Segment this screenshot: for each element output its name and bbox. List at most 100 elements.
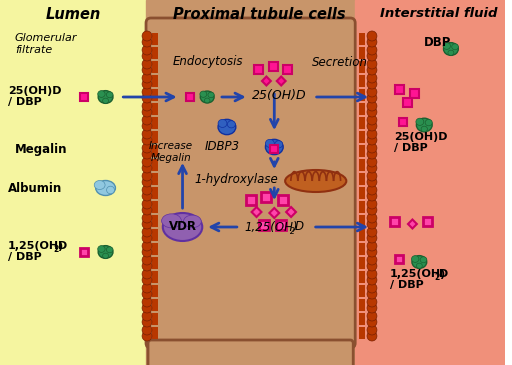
Ellipse shape <box>452 44 458 50</box>
Circle shape <box>367 227 377 237</box>
Circle shape <box>367 107 377 117</box>
Text: 25(OH)D: 25(OH)D <box>251 88 306 101</box>
Text: Increase
Megalin: Increase Megalin <box>148 141 193 163</box>
Bar <box>152 159 158 171</box>
Text: Endocytosis: Endocytosis <box>173 55 243 69</box>
Ellipse shape <box>421 126 428 132</box>
Ellipse shape <box>448 50 454 55</box>
Bar <box>262 192 271 202</box>
Ellipse shape <box>285 170 346 192</box>
Circle shape <box>142 37 152 47</box>
Bar <box>359 47 365 59</box>
Ellipse shape <box>443 43 451 49</box>
Text: D: D <box>439 269 449 279</box>
Circle shape <box>367 115 377 125</box>
Text: VDR: VDR <box>168 220 197 234</box>
Circle shape <box>367 255 377 265</box>
Ellipse shape <box>94 181 105 189</box>
Bar <box>80 248 88 256</box>
Bar <box>359 145 365 157</box>
Ellipse shape <box>416 263 422 268</box>
Bar <box>152 75 158 87</box>
Circle shape <box>142 129 152 139</box>
Text: 1,25(OH): 1,25(OH) <box>8 241 64 251</box>
Bar <box>395 85 404 93</box>
Bar <box>270 145 278 153</box>
Bar <box>276 220 286 230</box>
Text: 1-hydroxylase: 1-hydroxylase <box>195 173 278 187</box>
Circle shape <box>367 163 377 173</box>
Circle shape <box>367 129 377 139</box>
Circle shape <box>367 325 377 335</box>
Text: 25(OH)D: 25(OH)D <box>394 132 447 142</box>
Circle shape <box>142 65 152 75</box>
Bar <box>359 257 365 269</box>
Circle shape <box>142 241 152 251</box>
Circle shape <box>142 149 152 159</box>
Polygon shape <box>269 208 279 218</box>
Circle shape <box>367 297 377 307</box>
Bar <box>359 327 365 339</box>
Text: / DBP: / DBP <box>390 280 423 290</box>
Circle shape <box>367 247 377 257</box>
Circle shape <box>367 45 377 55</box>
Circle shape <box>142 177 152 187</box>
Circle shape <box>142 157 152 167</box>
Circle shape <box>367 149 377 159</box>
Circle shape <box>367 219 377 229</box>
Text: Megalin: Megalin <box>15 143 67 157</box>
Circle shape <box>367 37 377 47</box>
Bar <box>399 118 407 126</box>
Bar <box>359 117 365 129</box>
Bar <box>359 285 365 297</box>
Circle shape <box>142 51 152 61</box>
Circle shape <box>142 59 152 69</box>
FancyBboxPatch shape <box>148 340 353 365</box>
Circle shape <box>367 185 377 195</box>
Text: 25(OH)D: 25(OH)D <box>8 86 61 96</box>
Ellipse shape <box>102 98 109 103</box>
Circle shape <box>142 87 152 97</box>
Ellipse shape <box>163 213 202 241</box>
Ellipse shape <box>204 98 210 103</box>
Bar <box>152 243 158 255</box>
Circle shape <box>142 303 152 313</box>
Circle shape <box>367 205 377 215</box>
Circle shape <box>142 205 152 215</box>
Ellipse shape <box>98 91 113 103</box>
Text: 1,25(OH): 1,25(OH) <box>390 269 446 279</box>
FancyBboxPatch shape <box>146 18 355 348</box>
Ellipse shape <box>98 246 113 258</box>
Bar <box>359 33 365 45</box>
Text: IDBP3: IDBP3 <box>204 141 240 154</box>
Circle shape <box>367 121 377 131</box>
Ellipse shape <box>218 119 236 135</box>
Bar <box>359 215 365 227</box>
Circle shape <box>142 213 152 223</box>
Circle shape <box>367 199 377 209</box>
Circle shape <box>142 93 152 103</box>
Ellipse shape <box>200 91 214 103</box>
Text: / DBP: / DBP <box>8 97 41 107</box>
Text: Lumen: Lumen <box>46 7 101 22</box>
Circle shape <box>367 59 377 69</box>
Text: Proximal tubule cells: Proximal tubule cells <box>173 7 346 22</box>
Bar <box>359 89 365 101</box>
Text: Glomerular
filtrate: Glomerular filtrate <box>15 33 77 55</box>
Circle shape <box>142 325 152 335</box>
Circle shape <box>367 275 377 285</box>
Circle shape <box>367 191 377 201</box>
Circle shape <box>142 101 152 111</box>
Circle shape <box>367 311 377 321</box>
Circle shape <box>142 269 152 279</box>
Text: 2: 2 <box>434 273 439 283</box>
Ellipse shape <box>106 247 113 253</box>
Bar <box>260 220 269 230</box>
Circle shape <box>142 143 152 153</box>
Ellipse shape <box>183 215 201 228</box>
Ellipse shape <box>275 141 283 148</box>
Bar <box>359 271 365 283</box>
Ellipse shape <box>412 255 419 262</box>
Bar <box>410 88 419 97</box>
Bar <box>246 195 255 205</box>
